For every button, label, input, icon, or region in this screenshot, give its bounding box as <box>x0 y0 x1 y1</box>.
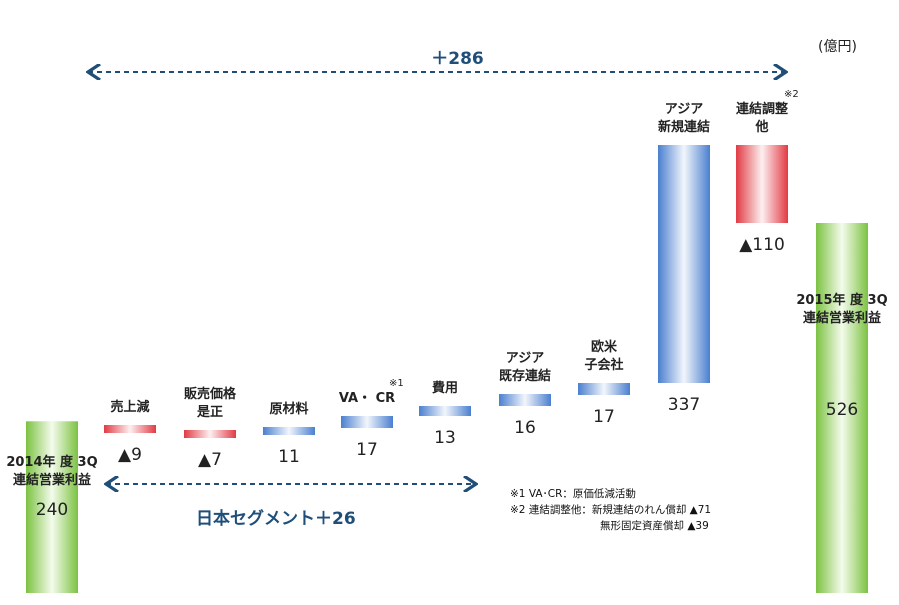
step-value-5: 13 <box>434 428 456 448</box>
step-bar-8 <box>658 145 710 383</box>
step-value-4: 17 <box>356 440 378 460</box>
step-bar-3 <box>263 427 315 435</box>
step-value-3: 11 <box>278 447 300 467</box>
step-bar-1 <box>104 425 156 433</box>
step-value-9: ▲110 <box>739 235 785 255</box>
step-label-3: 原材料 <box>269 402 309 417</box>
step-label-6: アジア 既存連結 <box>498 351 552 384</box>
step-label-9: 連結調整 他 <box>735 102 789 135</box>
step-bar-4 <box>341 416 393 428</box>
total-change-label: ＋286 <box>431 49 484 69</box>
step-label-1: 売上減 <box>110 400 150 415</box>
start-total-value: 240 <box>35 500 69 520</box>
footnote-2b: 無形固定資産償却 ▲39 <box>600 520 709 532</box>
footnote-2: ※2 連結調整他：新規連結のれん償却 ▲71 <box>510 504 712 516</box>
unit-label: (億円) <box>818 39 857 55</box>
step-label-4: VA・ CR <box>338 391 396 406</box>
step-bar-5 <box>419 406 471 416</box>
japan-segment-label: 日本セグメント＋26 <box>196 509 356 529</box>
end-total-label: 2015年 度 3Q 連結営業利益 <box>796 293 888 326</box>
footnote-1: ※1 VA･CR：原価低減活動 <box>510 488 636 500</box>
step-value-8: 337 <box>667 395 701 415</box>
end-total-bar <box>816 223 868 593</box>
step-bar-7 <box>578 383 630 395</box>
step-label-8: アジア 新規連結 <box>657 102 711 135</box>
step-value-7: 17 <box>593 407 615 427</box>
end-total-value: 526 <box>825 400 859 420</box>
step-bar-9 <box>736 145 788 223</box>
step-value-6: 16 <box>514 418 536 438</box>
step-value-1: ▲9 <box>118 445 142 465</box>
step-label-5: 費用 <box>431 381 459 396</box>
step-footnote-mark-4: ※1 <box>389 378 404 389</box>
step-label-7: 欧米 子会社 <box>584 340 624 373</box>
step-bar-2 <box>184 430 236 438</box>
start-total-bar <box>26 421 78 593</box>
step-footnote-mark-9: ※2 <box>784 89 799 100</box>
start-total-label: 2014年 度 3Q 連結営業利益 <box>6 455 98 488</box>
step-label-2: 販売価格 是正 <box>183 387 237 420</box>
step-value-2: ▲7 <box>198 450 222 470</box>
step-bar-6 <box>499 394 551 406</box>
